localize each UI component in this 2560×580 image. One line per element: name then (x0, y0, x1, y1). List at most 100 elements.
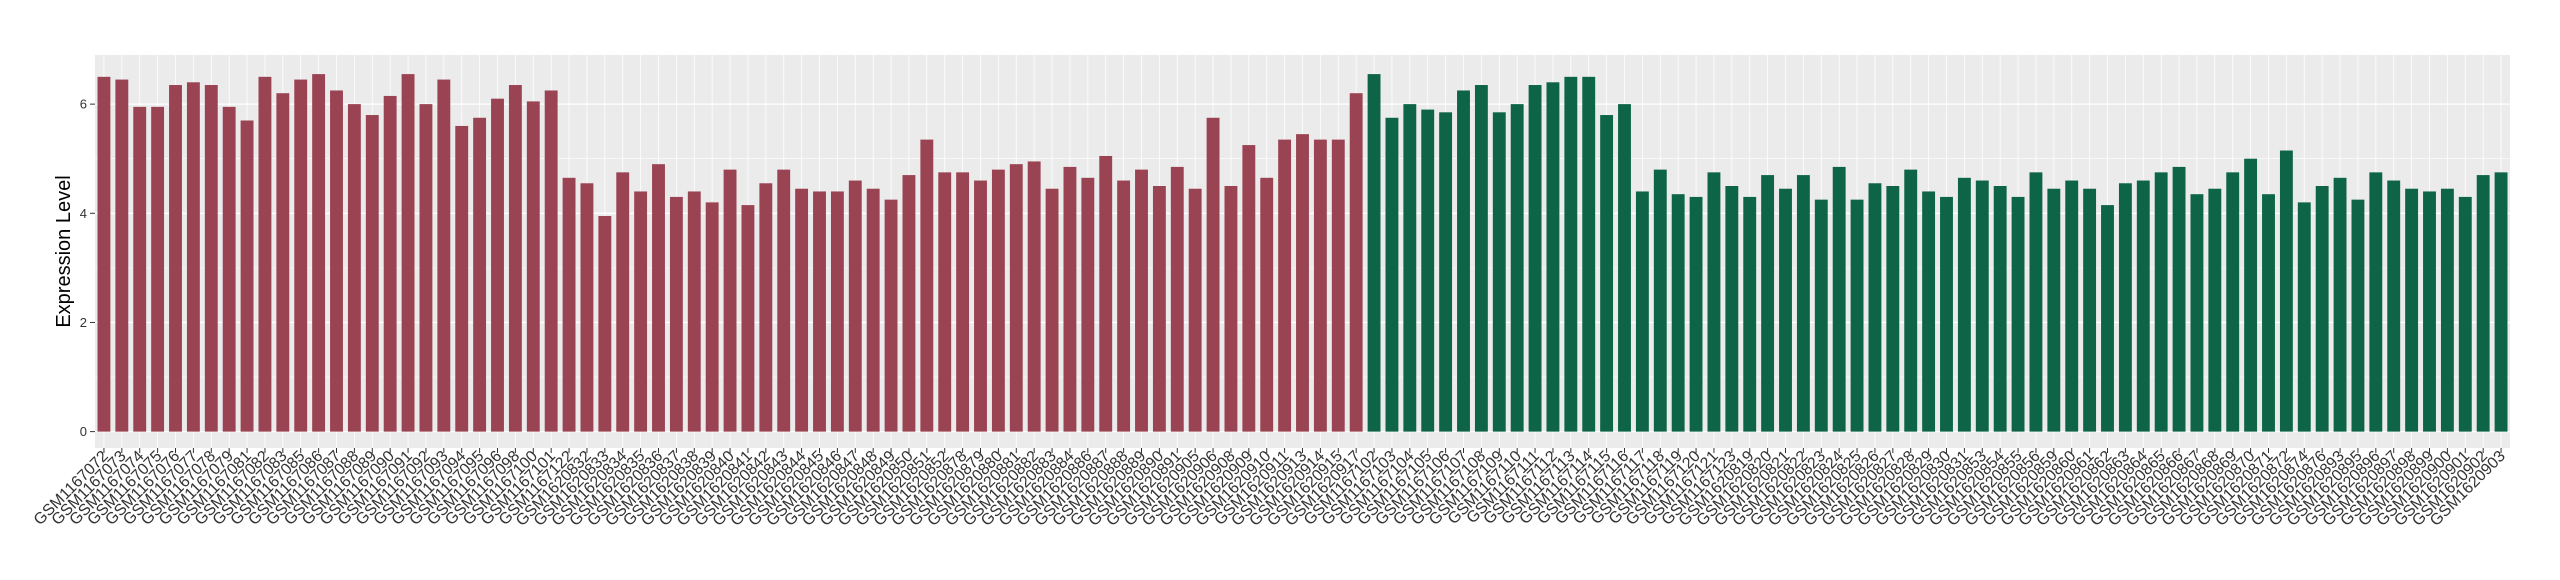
bar (437, 79, 451, 432)
bar (2244, 158, 2258, 432)
bar (2047, 188, 2061, 432)
bar (2476, 175, 2490, 432)
bar (1224, 186, 1238, 432)
bar (598, 216, 612, 432)
bar (902, 175, 916, 432)
y-tick-label: 0 (80, 424, 87, 439)
bar (1975, 180, 1989, 432)
bar (759, 183, 773, 432)
bar (652, 164, 665, 432)
bar (1152, 186, 1166, 432)
bar (526, 101, 540, 432)
bar (1814, 199, 1828, 432)
bar (1421, 109, 1435, 432)
bar (1922, 191, 1936, 432)
bar (2190, 194, 2204, 432)
bar (1457, 90, 1470, 432)
bar (2083, 188, 2097, 432)
bar (1170, 166, 1184, 432)
bar (2297, 202, 2311, 432)
y-tick-label: 2 (80, 315, 87, 330)
bar (1635, 191, 1649, 432)
bar (1474, 85, 1488, 432)
bar (1904, 169, 1918, 432)
bar (186, 82, 200, 432)
bar (1779, 188, 1792, 432)
bar (491, 98, 504, 432)
bar (1510, 104, 1524, 432)
bar (473, 117, 487, 432)
bar (1689, 196, 1703, 432)
bar (115, 79, 129, 432)
bar (991, 169, 1005, 432)
bar (2118, 183, 2132, 432)
bar (687, 191, 701, 432)
bar (974, 180, 987, 432)
bar (1528, 85, 1542, 432)
bar (723, 169, 737, 432)
bar (169, 85, 182, 432)
bar (634, 191, 648, 432)
bar (2065, 180, 2079, 432)
bar (1385, 117, 1399, 432)
bar (616, 172, 630, 432)
bar (2458, 196, 2472, 432)
bar (1349, 93, 1363, 432)
bar (2208, 188, 2222, 432)
bar (240, 120, 254, 432)
bar (1618, 104, 1631, 432)
bar (1940, 196, 1953, 432)
bar (795, 188, 809, 432)
bar (1135, 169, 1148, 432)
bar (813, 191, 826, 432)
bar (1761, 175, 1775, 432)
bar (2262, 194, 2275, 432)
bar (276, 93, 290, 432)
bar (741, 205, 755, 432)
bar (777, 169, 791, 432)
bar (1707, 172, 1721, 432)
bar (1564, 76, 1578, 432)
bar (1206, 117, 1220, 432)
bar (330, 90, 343, 432)
bar (848, 180, 862, 432)
bar (347, 104, 361, 432)
bar (2405, 188, 2419, 432)
bar (2101, 205, 2114, 432)
bar-layer (97, 74, 2508, 432)
bar (1099, 155, 1113, 432)
bar (1957, 177, 1971, 432)
y-axis: 0 2 4 6 (80, 97, 95, 439)
bar (1063, 166, 1077, 432)
bar (2333, 177, 2347, 432)
bar (151, 106, 165, 432)
bar (2154, 172, 2168, 432)
bar (884, 199, 898, 432)
bar (97, 76, 111, 432)
bar (204, 85, 218, 432)
y-axis-title: Expression Level (53, 175, 75, 327)
bar (580, 183, 594, 432)
y-tick-label: 6 (80, 97, 87, 112)
bar (1993, 186, 2007, 432)
bar (2315, 186, 2329, 432)
bar (562, 177, 576, 432)
bar (1367, 74, 1381, 432)
bar (2494, 172, 2508, 432)
bar (1403, 104, 1417, 432)
bar (866, 188, 880, 432)
bar (1296, 134, 1309, 432)
bar (669, 196, 683, 432)
bar (2226, 172, 2240, 432)
bar (1886, 186, 1900, 432)
bar (705, 202, 719, 432)
bar (365, 115, 379, 432)
bar (455, 125, 469, 432)
bar (1188, 188, 1202, 432)
bar (1832, 166, 1846, 432)
bar (1313, 139, 1327, 432)
bar (383, 95, 397, 432)
bar (1600, 115, 1614, 432)
bar (2369, 172, 2383, 432)
bar (2440, 188, 2454, 432)
